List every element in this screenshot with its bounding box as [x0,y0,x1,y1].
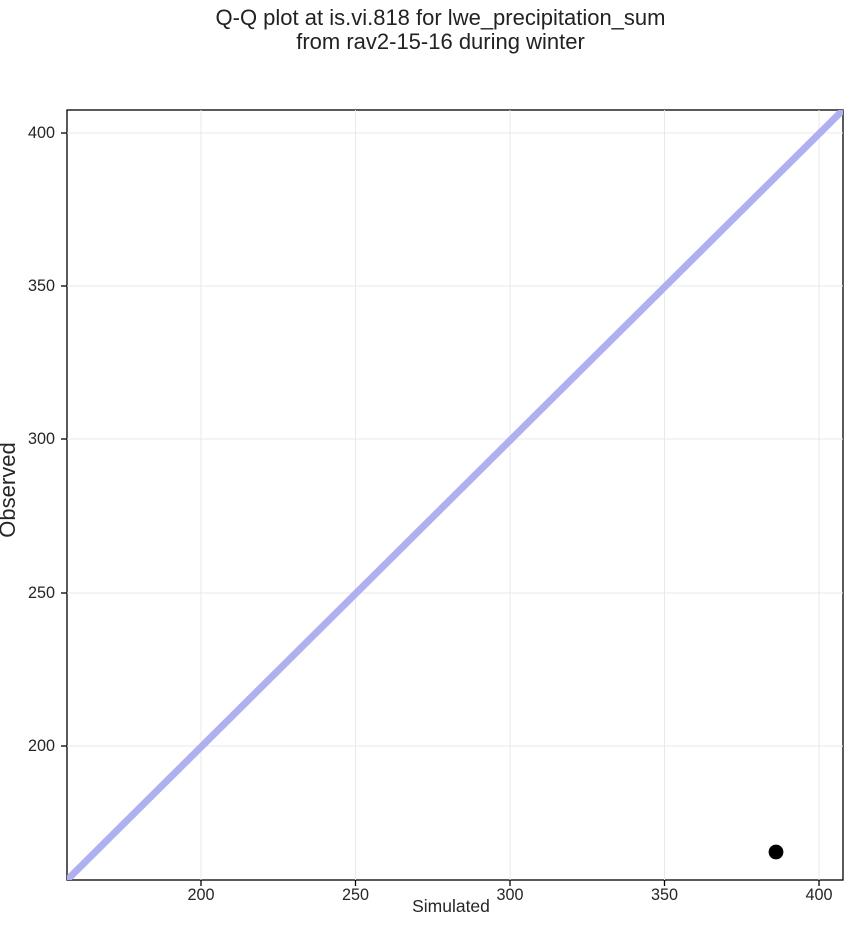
svg-text:200: 200 [187,886,214,904]
svg-text:300: 300 [28,430,55,448]
svg-text:300: 300 [496,886,523,904]
svg-text:Observed: Observed [0,442,20,537]
svg-text:250: 250 [342,886,369,904]
svg-text:350: 350 [28,277,55,295]
svg-text:400: 400 [28,124,55,142]
svg-text:400: 400 [805,886,832,904]
svg-text:200: 200 [28,737,55,755]
svg-text:250: 250 [28,584,55,602]
svg-text:Simulated: Simulated [412,896,490,916]
svg-text:350: 350 [651,886,678,904]
